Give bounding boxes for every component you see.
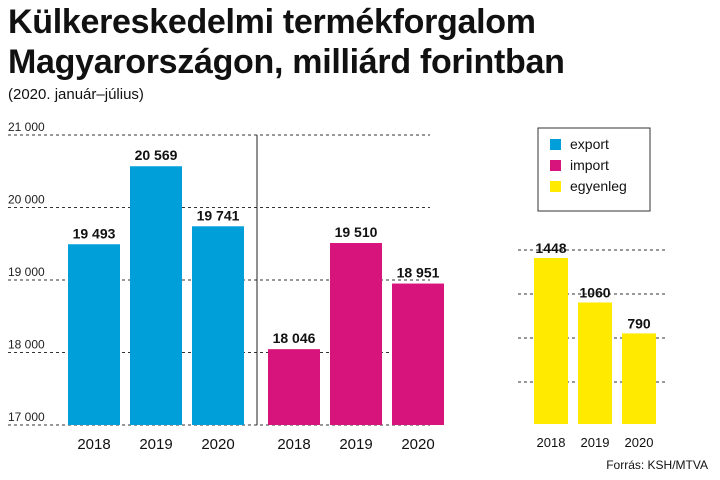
x-tick-label: 2018 [537, 435, 566, 450]
chart-subtitle: (2020. január–július) [8, 86, 144, 103]
data-label: 19 493 [73, 225, 116, 241]
x-tick-label: 2019 [139, 436, 172, 453]
y-tick-label: 19 000 [8, 265, 45, 279]
legend-swatch-egyenleg [550, 181, 561, 192]
bar-export-2019 [130, 166, 182, 425]
data-label: 18 046 [273, 330, 316, 346]
x-tick-label: 2019 [581, 435, 610, 450]
y-tick-label: 21 000 [8, 120, 45, 134]
data-label: 1448 [535, 240, 566, 256]
x-tick-label: 2018 [77, 436, 110, 453]
x-tick-label: 2019 [339, 436, 372, 453]
x-tick-label: 2020 [401, 436, 434, 453]
data-label: 19 510 [335, 224, 378, 240]
x-tick-label: 2020 [201, 436, 234, 453]
y-tick-label: 20 000 [8, 193, 45, 207]
y-tick-label: 18 000 [8, 338, 45, 352]
y-tick-label: 17 000 [8, 410, 45, 424]
legend-swatch-import [550, 160, 561, 171]
bar-egyenleg-2018 [534, 258, 568, 424]
x-tick-label: 2020 [625, 435, 654, 450]
data-label: 19 741 [197, 207, 240, 223]
legend-label: egyenleg [570, 178, 627, 194]
bar-egyenleg-2020 [622, 333, 656, 424]
source-note: Forrás: KSH/MTVA [606, 458, 708, 472]
legend-label: import [570, 157, 609, 173]
data-label: 18 951 [397, 265, 440, 281]
data-label: 1060 [579, 284, 610, 300]
legend-label: export [570, 136, 609, 152]
bar-egyenleg-2019 [578, 302, 612, 424]
legend-swatch-export [550, 139, 561, 150]
x-tick-label: 2018 [277, 436, 310, 453]
bar-import-2018 [268, 349, 320, 425]
bar-export-2020 [192, 226, 244, 425]
data-label: 20 569 [135, 147, 178, 163]
bar-import-2020 [392, 283, 444, 425]
bar-export-2018 [68, 244, 120, 425]
bar-import-2019 [330, 243, 382, 425]
data-label: 790 [627, 315, 651, 331]
chart-title: Külkereskedelmi termékforgalom Magyarors… [8, 3, 565, 81]
